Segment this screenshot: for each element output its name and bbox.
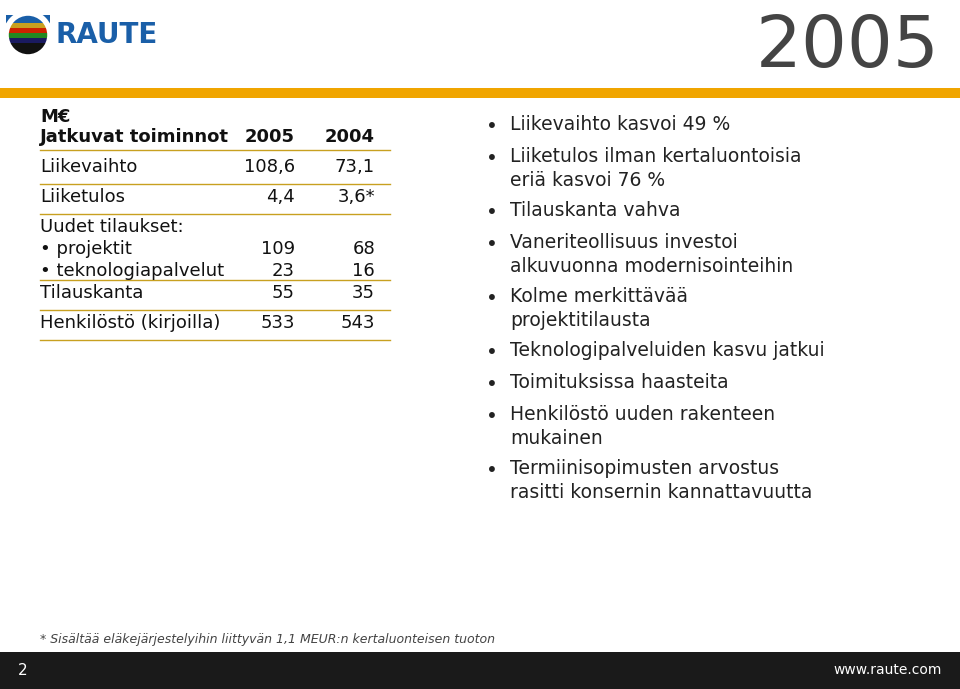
- Text: • projektit: • projektit: [40, 240, 132, 258]
- Text: •: •: [486, 461, 498, 480]
- Bar: [6, 38, 50, 43]
- Text: * Sisältää eläkejärjestelyihin liittyvän 1,1 MEUR:n kertaluonteisen tuoton: * Sisältää eläkejärjestelyihin liittyvän…: [40, 633, 495, 646]
- Text: Liiketulos ilman kertaluontoisia
eriä kasvoi 76 %: Liiketulos ilman kertaluontoisia eriä ka…: [510, 147, 802, 190]
- Bar: [0, 652, 960, 689]
- Text: 533: 533: [260, 314, 295, 332]
- Text: 2005: 2005: [756, 13, 940, 82]
- Text: •: •: [486, 203, 498, 222]
- Text: Kolme merkittävää
projektitilausta: Kolme merkittävää projektitilausta: [510, 287, 688, 330]
- Text: 35: 35: [352, 284, 375, 302]
- Text: Tilauskanta: Tilauskanta: [40, 284, 143, 302]
- Text: 23: 23: [272, 262, 295, 280]
- Text: •: •: [486, 289, 498, 308]
- Text: Liiketulos: Liiketulos: [40, 188, 125, 206]
- Text: •: •: [486, 375, 498, 394]
- Text: Jatkuvat toiminnot: Jatkuvat toiminnot: [40, 128, 229, 146]
- Text: Vaneriteollisuus investoi
alkuvuonna modernisointeihin: Vaneriteollisuus investoi alkuvuonna mod…: [510, 233, 793, 276]
- Text: 108,6: 108,6: [244, 158, 295, 176]
- Text: Henkilöstö (kirjoilla): Henkilöstö (kirjoilla): [40, 314, 221, 332]
- Text: 2005: 2005: [245, 128, 295, 146]
- Bar: [0, 88, 960, 98]
- Text: 16: 16: [352, 262, 375, 280]
- Text: Liikevaihto: Liikevaihto: [40, 158, 137, 176]
- Text: RAUTE: RAUTE: [56, 21, 158, 49]
- Text: 2: 2: [18, 663, 28, 678]
- Text: • teknologiapalvelut: • teknologiapalvelut: [40, 262, 224, 280]
- Text: 109: 109: [261, 240, 295, 258]
- Text: Liikevaihto kasvoi 49 %: Liikevaihto kasvoi 49 %: [510, 115, 731, 134]
- Bar: [6, 33, 50, 38]
- Text: Termiinisopimusten arvostus
rasitti konsernin kannattavuutta: Termiinisopimusten arvostus rasitti kons…: [510, 459, 812, 502]
- Text: Toimituksissa haasteita: Toimituksissa haasteita: [510, 373, 729, 392]
- Text: •: •: [486, 407, 498, 426]
- Text: 73,1: 73,1: [335, 158, 375, 176]
- Text: www.raute.com: www.raute.com: [833, 664, 942, 677]
- Text: 4,4: 4,4: [266, 188, 295, 206]
- Bar: [6, 23, 50, 28]
- Text: Henkilöstö uuden rakenteen
mukainen: Henkilöstö uuden rakenteen mukainen: [510, 405, 775, 449]
- Text: Teknologipalveluiden kasvu jatkui: Teknologipalveluiden kasvu jatkui: [510, 341, 825, 360]
- Text: M€: M€: [40, 108, 70, 126]
- Circle shape: [6, 13, 50, 57]
- Text: •: •: [486, 343, 498, 362]
- Bar: [6, 15, 50, 23]
- Bar: [6, 28, 50, 33]
- Text: 55: 55: [272, 284, 295, 302]
- Text: 2004: 2004: [325, 128, 375, 146]
- Text: Tilauskanta vahva: Tilauskanta vahva: [510, 201, 681, 220]
- Text: Uudet tilaukset:: Uudet tilaukset:: [40, 218, 183, 236]
- Text: 543: 543: [341, 314, 375, 332]
- Text: •: •: [486, 235, 498, 254]
- Text: •: •: [486, 117, 498, 136]
- Text: •: •: [486, 149, 498, 168]
- Text: 3,6*: 3,6*: [337, 188, 375, 206]
- Text: 68: 68: [352, 240, 375, 258]
